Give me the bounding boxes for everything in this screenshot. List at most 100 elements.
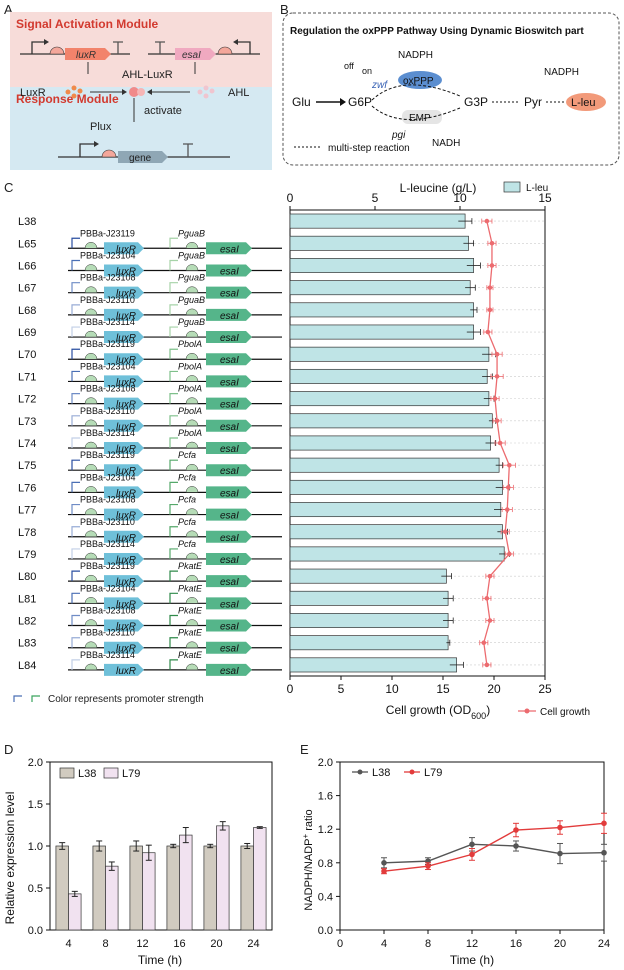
c-bar <box>289 590 449 606</box>
e-point-l79 <box>601 820 607 827</box>
c-esai-gene <box>206 331 252 344</box>
c-bottom-tick-label: 20 <box>487 682 501 696</box>
panel-b-diagram: Regulation the oxPPP Pathway Using Dynam… <box>282 12 620 166</box>
c-bar <box>289 213 466 229</box>
c-strain-label: L68 <box>18 305 36 317</box>
c-esai-gene <box>206 397 252 410</box>
c-growth-point <box>487 618 493 623</box>
c-esai-gene <box>206 308 252 321</box>
c-rbs <box>84 242 98 249</box>
d-bar-l79 <box>253 827 267 931</box>
panel-letter-e: E <box>300 742 309 757</box>
c-growth-point <box>505 485 511 490</box>
c-luxr-gene <box>104 663 144 676</box>
c-rbs <box>84 552 98 560</box>
c-luxr-promoter-arrow <box>71 614 80 626</box>
c-growth-point <box>507 462 512 468</box>
c-luxr-label: luxR <box>116 622 136 633</box>
svg-text:esaI: esaI <box>182 50 201 61</box>
svg-text:Plux: Plux <box>90 121 112 133</box>
c-rbs <box>185 530 199 538</box>
svg-text:on: on <box>362 66 372 76</box>
signal-module-title: Signal Activation Module <box>16 17 159 31</box>
c-rbs <box>84 530 98 538</box>
c-rbs <box>185 463 199 471</box>
d-bar-l38 <box>240 845 254 931</box>
c-esai-promoter-label: Pcfa <box>178 495 196 505</box>
c-luxr-promoter-arrow <box>71 326 80 338</box>
c-luxr-gene <box>104 641 144 654</box>
c-luxr-gene <box>104 442 144 454</box>
svg-text:gene: gene <box>129 153 152 164</box>
d-y-tick-label: 0.5 <box>28 883 43 895</box>
c-luxr-label: luxR <box>116 599 136 610</box>
svg-text:NADPH: NADPH <box>544 67 579 78</box>
c-esai-label: esaI <box>220 422 239 433</box>
c-strain-label: L72 <box>18 394 36 406</box>
c-bottom-tick-label: 25 <box>538 682 552 696</box>
c-luxr-label: luxR <box>116 289 136 300</box>
c-luxr-promoter-arrow <box>71 348 80 360</box>
panel-d-chart: 0.0 0.5 1.0 1.5 2.0 4 8 12 16 20 24 L38 L79 Relative… <box>3 757 273 967</box>
c-esai-promoter-arrow <box>169 548 178 559</box>
c-bar <box>289 657 457 673</box>
c-rbs <box>185 286 199 293</box>
d-x-tick-label: 8 <box>102 938 108 950</box>
c-esai-label: esaI <box>220 333 239 344</box>
d-bar-l38 <box>203 845 217 931</box>
c-luxr-gene <box>104 597 144 610</box>
c-rbs <box>185 619 199 626</box>
c-luxr-promoter-label: PBBa-J23114 <box>80 317 135 327</box>
c-rbs <box>185 508 199 515</box>
c-luxr-gene <box>104 353 144 366</box>
e-x-tick-label: 12 <box>466 938 478 950</box>
bottom-axis-label: Cell growth (OD600) <box>386 703 490 721</box>
c-esai-label: esaI <box>220 311 239 322</box>
e-ylabel: NADPH/NADP+ ratio <box>301 809 316 910</box>
c-bar <box>289 413 493 429</box>
c-esai-promoter-label: PguaB <box>178 295 205 305</box>
c-rbs <box>185 330 199 338</box>
c-luxr-label: luxR <box>116 400 136 411</box>
c-luxr-gene <box>104 286 144 299</box>
d-legend-label: L79 <box>122 768 140 780</box>
e-point-l38 <box>469 841 475 848</box>
c-luxr-gene <box>104 508 144 521</box>
c-esai-label: esaI <box>220 244 239 255</box>
c-esai-label: esaI <box>220 400 239 411</box>
d-bar-l38 <box>92 845 106 931</box>
c-luxr-label: luxR <box>116 266 136 277</box>
svg-text:oxPPP: oxPPP <box>403 76 434 87</box>
e-y-tick-label: 0.8 <box>318 858 333 870</box>
e-point-l79 <box>381 868 387 874</box>
c-rbs <box>84 486 98 493</box>
panel-c-chart: L-leucine (g/L) L-leu L38L65PBBa-J23119l… <box>13 181 590 721</box>
c-luxr-promoter-arrow <box>71 548 80 559</box>
c-bar <box>289 280 471 296</box>
c-esai-gene <box>206 353 252 366</box>
c-esai-promoter-arrow <box>169 237 178 249</box>
legend-bar-label: L-leu <box>526 183 548 194</box>
panel-letter-c: C <box>4 180 14 195</box>
esai-gene <box>175 48 216 60</box>
e-point-l38 <box>601 849 607 856</box>
response-module-title: Response Module <box>16 92 119 106</box>
c-bar <box>289 391 490 407</box>
c-bottom-tick-label: 5 <box>338 682 345 696</box>
c-luxr-label: luxR <box>116 577 136 588</box>
svg-text:EMP: EMP <box>409 113 431 124</box>
e-x-tick-label: 0 <box>337 938 343 950</box>
c-luxr-promoter-arrow <box>71 259 80 271</box>
c-top-tick-label: 10 <box>453 191 467 205</box>
c-strain-label: L67 <box>18 283 36 295</box>
c-rbs <box>84 264 98 271</box>
c-strain-label: L73 <box>18 416 36 428</box>
svg-text:multi-step reaction: multi-step reaction <box>328 143 410 154</box>
c-esai-promoter-arrow <box>169 459 178 471</box>
c-rbs <box>185 264 199 271</box>
d-x-tick-label: 12 <box>136 938 148 950</box>
c-esai-promoter-arrow <box>169 659 178 670</box>
c-growth-point <box>494 351 500 357</box>
svg-text:off: off <box>344 61 354 71</box>
c-bar <box>289 235 469 251</box>
